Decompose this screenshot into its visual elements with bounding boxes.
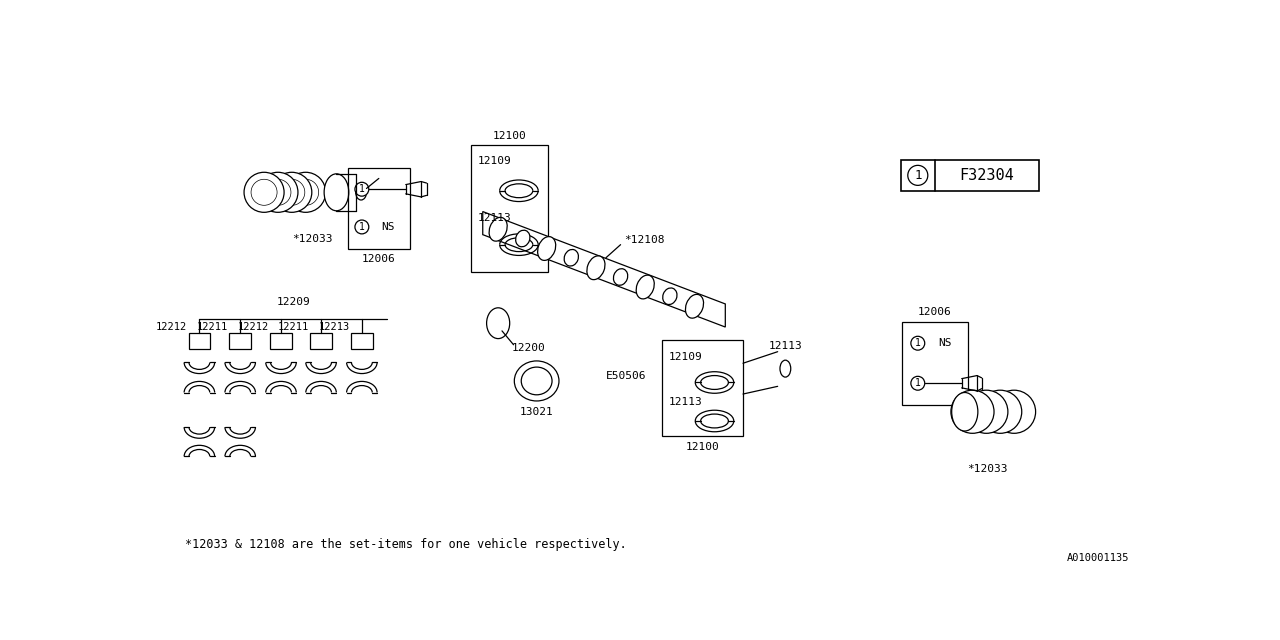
Text: 12100: 12100 bbox=[685, 442, 719, 452]
Text: 12209: 12209 bbox=[276, 296, 310, 307]
Circle shape bbox=[908, 165, 928, 186]
Circle shape bbox=[285, 172, 325, 212]
Ellipse shape bbox=[780, 360, 791, 377]
Text: NS: NS bbox=[938, 338, 951, 348]
Circle shape bbox=[911, 376, 924, 390]
Bar bbox=[229, 333, 251, 349]
Circle shape bbox=[951, 390, 995, 433]
Circle shape bbox=[911, 336, 924, 350]
Ellipse shape bbox=[489, 218, 507, 241]
Circle shape bbox=[271, 172, 312, 212]
Circle shape bbox=[355, 220, 369, 234]
Ellipse shape bbox=[538, 237, 556, 260]
Text: 12212: 12212 bbox=[238, 322, 269, 332]
Text: F32304: F32304 bbox=[960, 168, 1015, 183]
Text: 12113: 12113 bbox=[768, 341, 803, 351]
Ellipse shape bbox=[613, 269, 627, 285]
Text: 1: 1 bbox=[914, 169, 922, 182]
Bar bbox=[270, 333, 292, 349]
Text: 1: 1 bbox=[358, 222, 365, 232]
Bar bbox=[902, 322, 968, 405]
Ellipse shape bbox=[521, 367, 552, 395]
Bar bbox=[188, 333, 210, 349]
Circle shape bbox=[355, 182, 369, 196]
Text: 12113: 12113 bbox=[668, 397, 701, 407]
Bar bbox=[310, 333, 332, 349]
Text: 12100: 12100 bbox=[493, 131, 526, 141]
Text: A010001135: A010001135 bbox=[1068, 553, 1129, 563]
Bar bbox=[351, 333, 372, 349]
Bar bbox=[471, 145, 548, 271]
Ellipse shape bbox=[686, 294, 704, 318]
Text: 12109: 12109 bbox=[477, 157, 511, 166]
Bar bbox=[901, 160, 1039, 191]
Circle shape bbox=[244, 172, 284, 212]
Circle shape bbox=[965, 390, 1007, 433]
Ellipse shape bbox=[564, 250, 579, 266]
Text: *12033 & 12108 are the set-items for one vehicle respectively.: *12033 & 12108 are the set-items for one… bbox=[184, 538, 626, 552]
Text: 12109: 12109 bbox=[668, 352, 701, 362]
Text: *12033: *12033 bbox=[966, 465, 1007, 474]
Text: E50506: E50506 bbox=[605, 371, 646, 381]
Text: 12113: 12113 bbox=[477, 212, 511, 223]
Circle shape bbox=[992, 390, 1036, 433]
Ellipse shape bbox=[516, 230, 530, 247]
Ellipse shape bbox=[356, 184, 366, 200]
Bar bbox=[348, 168, 410, 248]
Text: *12108: *12108 bbox=[623, 235, 664, 245]
Circle shape bbox=[257, 172, 298, 212]
Text: 12211: 12211 bbox=[278, 322, 308, 332]
Text: *12033: *12033 bbox=[293, 234, 333, 243]
Text: 1: 1 bbox=[915, 378, 920, 388]
Ellipse shape bbox=[636, 275, 654, 299]
Ellipse shape bbox=[324, 174, 348, 211]
Circle shape bbox=[979, 390, 1021, 433]
Text: 12200: 12200 bbox=[512, 343, 545, 353]
Text: 12211: 12211 bbox=[197, 322, 228, 332]
Text: 13021: 13021 bbox=[520, 407, 553, 417]
Text: NS: NS bbox=[381, 222, 394, 232]
Ellipse shape bbox=[515, 361, 559, 401]
Ellipse shape bbox=[486, 308, 509, 339]
Ellipse shape bbox=[663, 288, 677, 305]
Text: 12212: 12212 bbox=[156, 322, 187, 332]
Text: 12213: 12213 bbox=[319, 322, 349, 332]
Text: 12006: 12006 bbox=[362, 254, 396, 264]
Text: 1: 1 bbox=[358, 184, 365, 194]
Ellipse shape bbox=[588, 256, 605, 280]
Text: 12006: 12006 bbox=[918, 307, 951, 317]
Bar bbox=[662, 340, 742, 436]
Text: 1: 1 bbox=[915, 338, 920, 348]
Ellipse shape bbox=[951, 392, 978, 431]
